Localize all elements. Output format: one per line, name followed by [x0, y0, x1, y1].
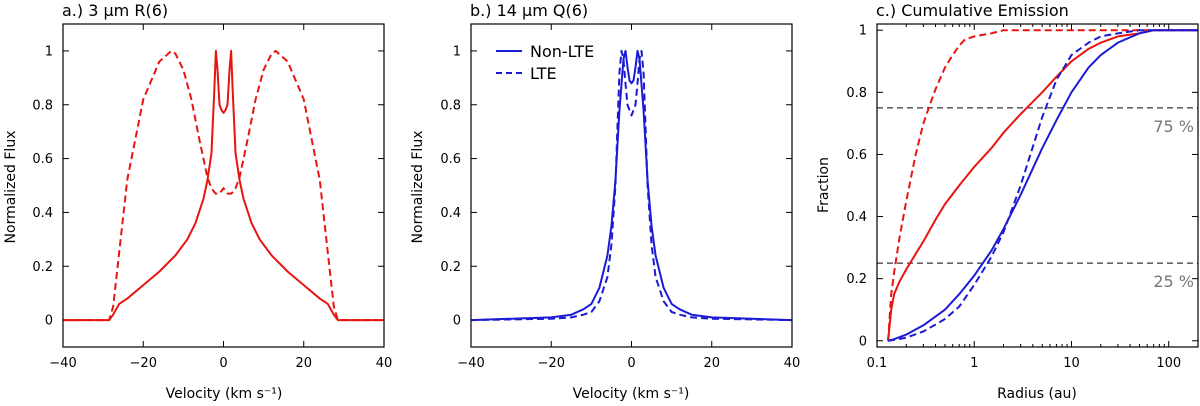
x-tick-label: 40	[784, 356, 801, 371]
panel-c-ylabel: Fraction	[816, 157, 832, 213]
y-tick-label: 1	[859, 24, 867, 39]
y-tick-label: 0	[453, 314, 461, 329]
series-line-solid-0	[887, 29, 1198, 341]
panel-a-lines	[63, 49, 384, 322]
y-tick-label: 0.4	[32, 206, 53, 221]
series-line-solid-2	[887, 29, 1198, 342]
y-tick-label: 0.4	[846, 210, 867, 225]
panel-a-ylabel: Normalized Flux	[3, 131, 19, 244]
panel-a: a.) 3 μm R(6) Velocity (km s⁻¹) Normaliz…	[3, 1, 392, 402]
y-tick-label: 1	[45, 44, 53, 59]
x-tick-label: 20	[703, 356, 720, 371]
reference-line-label: 75 %	[1153, 117, 1194, 136]
x-tick-label: 0	[627, 356, 635, 371]
reference-line-label: 25 %	[1153, 272, 1194, 291]
series-line-dashed-3	[887, 29, 1198, 342]
legend-non-lte-label: Non-LTE	[530, 42, 594, 61]
x-tick-label: −40	[49, 356, 76, 371]
panel-a-frame	[62, 23, 385, 348]
panel-a-title: a.) 3 μm R(6)	[62, 1, 168, 20]
y-tick-label: 0.2	[846, 272, 867, 287]
y-tick-label: 0.6	[846, 148, 867, 163]
series-line-solid-0	[470, 49, 793, 322]
panel-a-xlabel: Velocity (km s⁻¹)	[166, 386, 283, 402]
series-line-dashed-1	[63, 49, 384, 322]
series-line-dashed-1	[470, 49, 793, 322]
x-tick-label: 20	[295, 356, 312, 371]
y-tick-label: 0.2	[32, 260, 53, 275]
x-tick-label: 10	[1063, 356, 1080, 371]
x-tick-label: 0	[219, 356, 227, 371]
legend-lte-label: LTE	[530, 64, 557, 83]
x-tick-label: 100	[1156, 356, 1181, 371]
panel-b-xlabel: Velocity (km s⁻¹)	[573, 386, 690, 402]
series-line-solid-0	[63, 49, 384, 322]
panel-c: c.) Cumulative Emission Radius (au) Frac…	[816, 1, 1199, 402]
y-tick-label: 0.4	[440, 206, 461, 221]
panel-c-xlabel: Radius (au)	[997, 386, 1077, 402]
panel-b-title: b.) 14 μm Q(6)	[470, 1, 588, 20]
panel-c-reference-lines: 75 % 25 %	[877, 107, 1198, 291]
x-tick-label: 40	[376, 356, 393, 371]
y-tick-label: 0.8	[440, 98, 461, 113]
x-tick-label: 0.1	[867, 356, 888, 371]
panel-c-frame	[876, 23, 1199, 348]
panel-c-ticks: 0.1 1 10 100 0 0.2 0.4 0.6 0.8 1	[846, 24, 1198, 371]
x-tick-label: −40	[457, 356, 484, 371]
y-tick-label: 0.6	[440, 152, 461, 167]
x-tick-label: −20	[538, 356, 565, 371]
series-line-dashed-1	[887, 29, 1198, 341]
y-tick-label: 0.6	[32, 152, 53, 167]
panel-b: b.) 14 μm Q(6) Velocity (km s⁻¹) Normali…	[410, 1, 800, 402]
panel-b-lines	[470, 49, 793, 322]
y-tick-label: 0.2	[440, 260, 461, 275]
panel-c-lines	[887, 29, 1198, 342]
y-tick-label: 1	[453, 44, 461, 59]
y-tick-label: 0.8	[846, 86, 867, 101]
panel-b-legend: Non-LTE LTE	[496, 42, 594, 83]
panel-a-ticks: −40 −20 0 20 40 0 0.2 0.4 0.6 0.8 1	[32, 24, 392, 371]
x-tick-label: 1	[970, 356, 978, 371]
y-tick-label: 0.8	[32, 98, 53, 113]
y-tick-label: 0	[45, 314, 53, 329]
panel-b-frame	[470, 23, 793, 348]
x-tick-label: −20	[130, 356, 157, 371]
panel-c-title: c.) Cumulative Emission	[876, 1, 1069, 20]
y-tick-label: 0	[859, 334, 867, 349]
panel-b-ylabel: Normalized Flux	[410, 131, 426, 244]
